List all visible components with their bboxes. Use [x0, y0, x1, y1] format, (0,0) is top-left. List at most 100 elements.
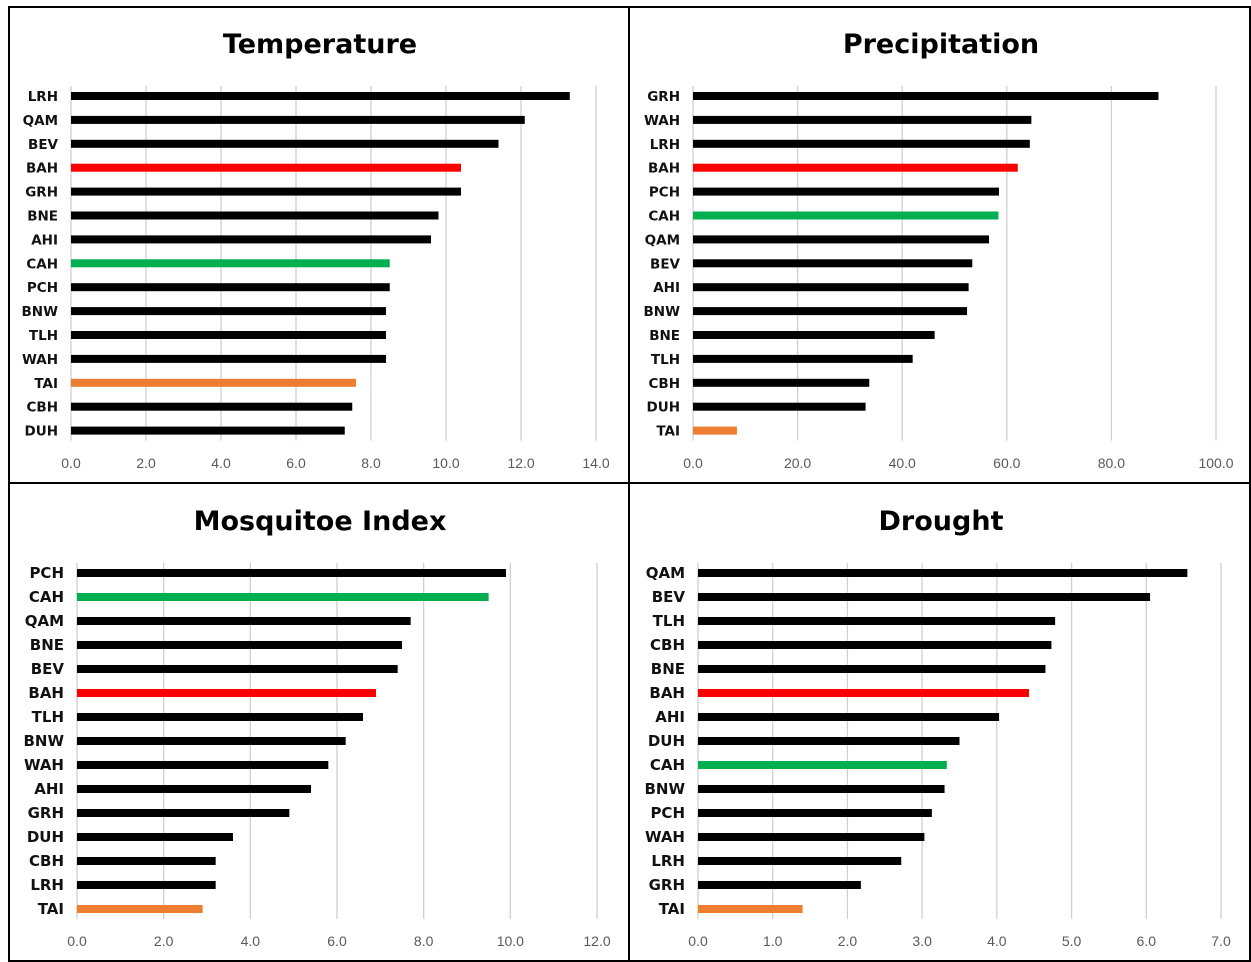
- drought-category-label: BEV: [652, 588, 686, 606]
- temperature-category-label: BAH: [26, 161, 58, 177]
- mosquitoe-index-bar-pch: [77, 569, 506, 577]
- temperature-bar-tlh: [71, 331, 386, 339]
- mosquitoe-index-tick-label: 10.0: [497, 933, 524, 949]
- temperature-tick-label: 4.0: [211, 455, 231, 471]
- drought-category-label: BNE: [651, 660, 685, 678]
- precipitation-bar-pch: [693, 187, 999, 196]
- drought-category-label: TLH: [653, 612, 685, 630]
- precipitation-category-label: DUH: [647, 400, 680, 416]
- precipitation-bar-cah: [693, 211, 999, 220]
- drought-bar-duh: [698, 737, 960, 745]
- mosquitoe-index-bar-bnw: [77, 737, 346, 745]
- mosquitoe-index-bar-qam: [77, 617, 411, 625]
- temperature-category-label: LRH: [28, 89, 58, 105]
- mosquitoe-index-tick-label: 6.0: [327, 933, 347, 949]
- drought-panel: Drought 0.0 1.0 2.0 3.0 4.0 5.0 6.0 7.0 QAM BEV TLH…: [628, 482, 1251, 962]
- mosquitoe-index-bar-tlh: [77, 713, 363, 721]
- temperature-category-label: QAM: [23, 113, 58, 129]
- temperature-bar-cah: [71, 259, 390, 268]
- mosquitoe-index-tick-label: 4.0: [241, 933, 261, 949]
- precipitation-category-label: QAM: [645, 232, 680, 248]
- precipitation-bar-tai: [693, 426, 737, 435]
- precipitation-category-label: LRH: [650, 137, 680, 153]
- precipitation-category-label: BAH: [648, 161, 680, 177]
- drought-tick-label: 5.0: [1062, 933, 1082, 949]
- mosquitoe-index-bar-wah: [77, 761, 329, 769]
- temperature-category-label: BNE: [27, 209, 58, 225]
- drought-tick-label: 0.0: [688, 933, 708, 949]
- drought-bar-cbh: [698, 641, 1052, 649]
- temperature-bar-qam: [71, 115, 525, 124]
- drought-chart: Drought 0.0 1.0 2.0 3.0 4.0 5.0 6.0 7.0 QAM BEV TLH…: [644, 506, 1230, 949]
- precipitation-bar-ahi: [693, 283, 969, 292]
- temperature-bar-bah: [71, 163, 461, 172]
- precipitation-bar-qam: [693, 235, 990, 244]
- precipitation-category-label: PCH: [649, 185, 680, 201]
- temperature-bar-bne: [71, 211, 439, 220]
- drought-category-label: CBH: [650, 636, 685, 654]
- precipitation-bar-cbh: [693, 378, 870, 387]
- temperature-category-label: AHI: [31, 232, 58, 248]
- mosquitoe-index-category-label: BNE: [30, 636, 64, 654]
- temperature-bar-cbh: [71, 402, 353, 411]
- mosquitoe-index-category-label: GRH: [28, 804, 64, 822]
- temperature-tick-label: 12.0: [507, 455, 534, 471]
- drought-bar-tai: [698, 905, 803, 913]
- temperature-bar-wah: [71, 354, 386, 363]
- precipitation-category-label: CBH: [649, 376, 681, 392]
- precipitation-bar-duh: [693, 402, 866, 411]
- drought-bar-ahi: [698, 713, 1000, 721]
- precipitation-bar-bah: [693, 163, 1018, 172]
- temperature-category-label: TLH: [29, 328, 58, 344]
- mosquitoe-index-category-label: QAM: [25, 612, 64, 630]
- precipitation-tick-label: 40.0: [889, 455, 916, 471]
- temperature-category-label: DUH: [25, 424, 58, 440]
- temperature-tick-label: 6.0: [286, 455, 306, 471]
- drought-bar-cah: [698, 761, 947, 769]
- drought-tick-label: 1.0: [763, 933, 783, 949]
- drought-title: Drought: [879, 506, 1004, 537]
- mosquitoe-index-bar-duh: [77, 833, 233, 841]
- temperature-category-label: WAH: [22, 352, 58, 368]
- temperature-tick-label: 0.0: [61, 455, 81, 471]
- mosquitoe-index-category-label: DUH: [27, 828, 64, 846]
- drought-bar-wah: [698, 833, 925, 841]
- drought-category-label: TAI: [659, 900, 685, 918]
- precipitation-category-label: AHI: [653, 280, 680, 296]
- drought-category-label: DUH: [648, 732, 685, 750]
- temperature-tick-label: 14.0: [582, 455, 609, 471]
- drought-category-label: CAH: [650, 756, 685, 774]
- temperature-panel: Temperature 0.0 2.0 4.0 6.0 8.0 10.0 12.0 14.0 LR…: [8, 6, 630, 484]
- temperature-category-label: CAH: [26, 256, 58, 272]
- precipitation-category-label: CAH: [648, 209, 680, 225]
- mosquitoe-index-category-label: CAH: [29, 588, 64, 606]
- precipitation-bar-bne: [693, 331, 935, 339]
- temperature-bar-bev: [71, 139, 499, 148]
- temperature-chart: Temperature 0.0 2.0 4.0 6.0 8.0 10.0 12.0 14.0 LR…: [22, 29, 610, 471]
- drought-bar-tlh: [698, 617, 1056, 625]
- temperature-bar-duh: [71, 426, 345, 435]
- drought-bar-bah: [698, 689, 1029, 697]
- mosquitoe-index-tick-label: 0.0: [67, 933, 87, 949]
- temperature-category-label: TAI: [34, 376, 58, 392]
- mosquitoe-index-category-label: BAH: [28, 684, 64, 702]
- precipitation-tick-label: 60.0: [993, 455, 1020, 471]
- mosquitoe-index-chart: Mosquitoe Index 0.0 2.0 4.0 6.0 8.0 10.0 12.0 PC…: [23, 506, 610, 949]
- precipitation-tick-label: 0.0: [683, 455, 703, 471]
- mosquitoe-index-category-label: BNW: [23, 732, 64, 750]
- precipitation-title: Precipitation: [843, 29, 1039, 60]
- precipitation-chart: Precipitation 0.0 20.0 40.0 60.0 80.0 100.0 GRH…: [644, 29, 1234, 471]
- mosquitoe-index-bar-bah: [77, 689, 376, 697]
- drought-category-label: GRH: [649, 876, 685, 894]
- temperature-category-label: GRH: [25, 185, 58, 201]
- mosquitoe-index-bar-cah: [77, 593, 489, 601]
- temperature-category-label: CBH: [27, 400, 59, 416]
- temperature-tick-label: 8.0: [361, 455, 381, 471]
- precipitation-bar-tlh: [693, 354, 913, 363]
- drought-bar-bev: [698, 593, 1151, 601]
- mosquitoe-index-bar-cbh: [77, 857, 216, 865]
- mosquitoe-index-panel: Mosquitoe Index 0.0 2.0 4.0 6.0 8.0 10.0 12.0 PC…: [8, 482, 630, 962]
- temperature-bar-pch: [71, 283, 390, 292]
- drought-bar-grh: [698, 881, 861, 889]
- mosquitoe-index-category-label: WAH: [24, 756, 64, 774]
